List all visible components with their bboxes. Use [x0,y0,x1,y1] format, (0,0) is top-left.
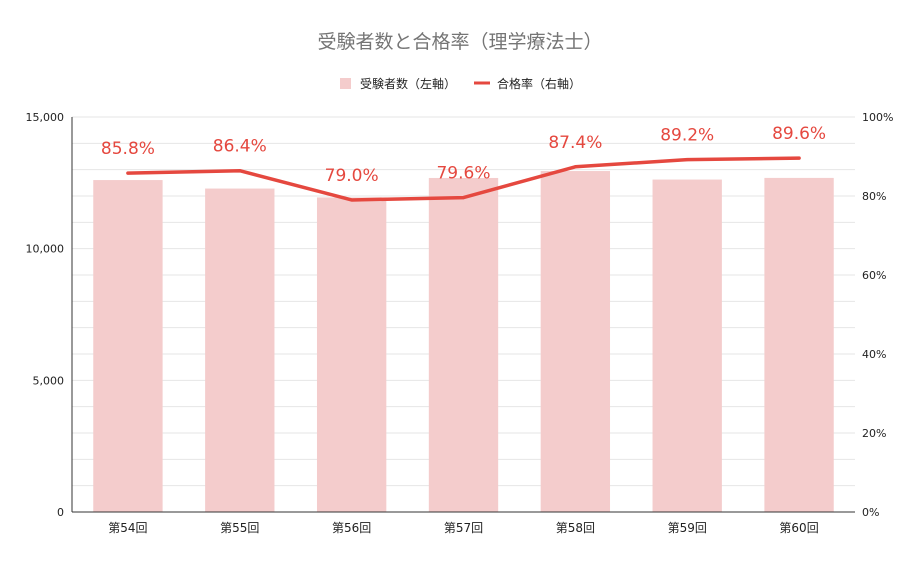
bar [428,177,499,512]
right-tick-label: 80% [862,190,886,203]
bar [205,188,275,512]
bar [316,197,387,512]
left-tick-label: 5,000 [33,374,65,387]
category-label: 第56回 [332,521,371,535]
right-tick-label: 40% [862,348,886,361]
right-tick-label: 100% [862,111,893,124]
data-label: 79.0% [325,166,379,186]
left-tick-label: 10,000 [26,243,65,256]
line-point [126,171,130,175]
data-label: 87.4% [548,133,602,153]
data-labels: 85.8% 86.4% 79.0% 79.6% 87.4% 89.2% 89.6% [101,124,826,186]
data-label: 85.8% [101,139,155,159]
axes [71,117,855,513]
line-point [350,198,354,202]
legend-label-line: 合格率（右軸） [497,76,581,91]
data-label: 89.2% [660,126,714,146]
right-tick-label: 0% [862,506,879,519]
bar-series [93,171,834,512]
right-tick-label: 20% [862,427,886,440]
chart-title: 受験者数と合格率（理学療法士） [317,31,602,53]
category-label: 第54回 [108,521,147,535]
line-point [238,169,242,173]
category-label: 第55回 [220,521,259,535]
data-label: 79.6% [436,164,490,184]
bar [652,179,722,512]
category-label: 第58回 [556,521,595,535]
category-label: 第57回 [444,521,483,535]
legend: 受験者数（左軸） 合格率（右軸） [340,76,581,91]
category-labels: 第54回 第55回 第56回 第57回 第58回 第59回 第60回 [108,521,818,535]
right-tick-label: 60% [862,269,886,282]
bar [764,177,834,512]
left-axis-ticks: 0 5,000 10,000 15,000 [26,111,65,519]
line-point [462,196,465,200]
bar [93,180,163,512]
left-tick-label: 0 [57,506,64,519]
right-axis-ticks: 0% 20% 40% 60% 80% 100% [862,111,893,519]
legend-label-bar: 受験者数（左軸） [360,76,456,91]
line-point [573,165,577,169]
category-label: 第59回 [668,521,707,535]
category-label: 第60回 [779,521,818,535]
data-label: 86.4% [213,137,267,157]
data-label: 89.6% [772,124,826,144]
bar [540,171,611,512]
line-point [797,156,801,160]
line-point [685,158,689,162]
legend-swatch-bar [340,78,351,89]
line-series [126,156,801,202]
left-tick-label: 15,000 [26,111,65,124]
